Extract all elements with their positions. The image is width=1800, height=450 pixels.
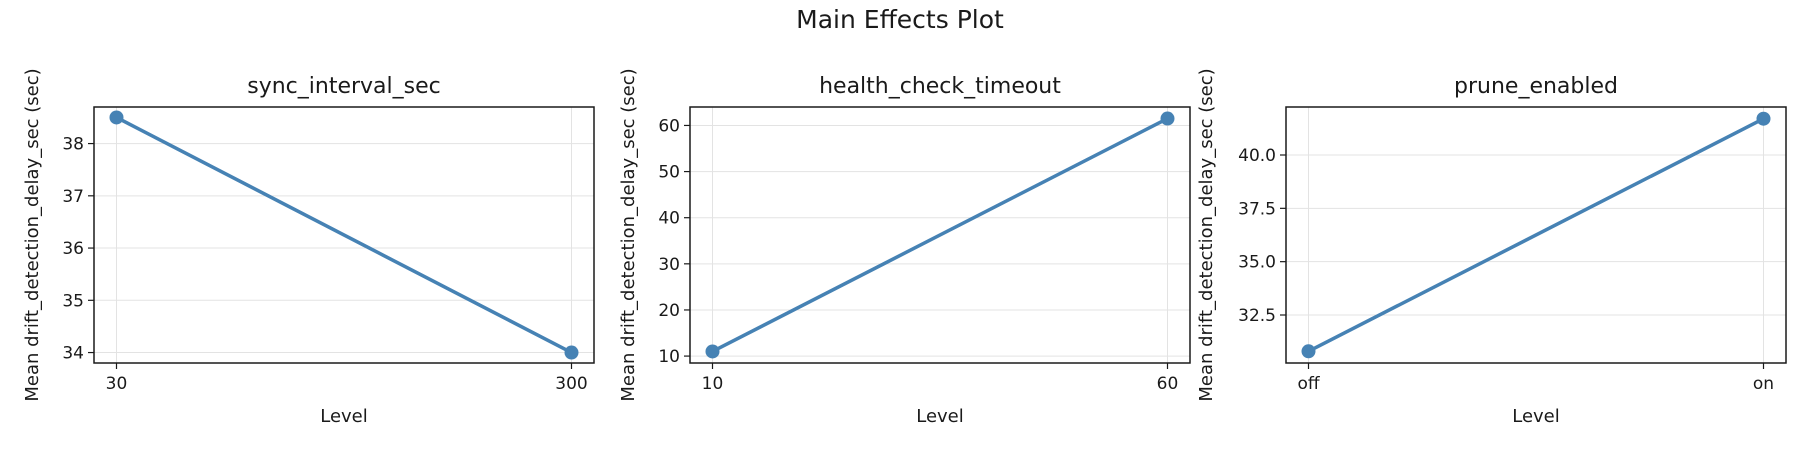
panel-title: sync_interval_sec — [247, 74, 441, 99]
y-axis-label: Mean drift_detection_delay_sec (sec) — [618, 68, 639, 401]
x-tick-label: 10 — [702, 374, 724, 394]
grid — [690, 107, 1190, 363]
grid — [1286, 107, 1786, 363]
y-tick-label: 34 — [62, 344, 84, 364]
y-tick-label: 37.5 — [1238, 199, 1276, 219]
y-tick-label: 30 — [658, 255, 680, 275]
series-line — [115, 115, 573, 355]
data-point — [109, 110, 124, 125]
panel-health-check-timeout: health_check_timeout Level Mean drift_de… — [618, 68, 1191, 427]
y-tick-label: 35 — [62, 291, 84, 311]
x-tick-label: 30 — [106, 374, 128, 394]
y-tick-label: 36 — [62, 239, 84, 259]
panel-sync-interval-sec: sync_interval_sec Level Mean drift_detec… — [22, 68, 595, 427]
axes-frame — [689, 106, 1191, 364]
y-axis-label: Mean drift_detection_delay_sec (sec) — [22, 68, 43, 401]
x-tick-label: 300 — [555, 374, 587, 394]
panel-title: prune_enabled — [1454, 74, 1618, 99]
y-axis-label: Mean drift_detection_delay_sec (sec) — [1196, 68, 1217, 401]
x-tick-label: 60 — [1157, 374, 1179, 394]
y-tick-label: 60 — [658, 116, 680, 136]
x-axis-label: Level — [1512, 406, 1560, 427]
data-point — [1301, 344, 1316, 359]
panel-prune-enabled: prune_enabled Level Mean drift_detection… — [1196, 68, 1787, 427]
y-tick-label: 20 — [658, 301, 680, 321]
x-tick-label: on — [1753, 374, 1774, 394]
panel-title: health_check_timeout — [819, 74, 1061, 99]
y-tick-label: 38 — [62, 135, 84, 155]
y-tick-label: 50 — [658, 163, 680, 183]
data-point — [1160, 111, 1175, 126]
data-point — [564, 345, 579, 360]
grid — [94, 107, 594, 363]
x-axis-label: Level — [320, 406, 368, 427]
axes-frame — [93, 106, 595, 364]
y-tick-label: 35.0 — [1238, 253, 1276, 273]
series-line — [1307, 117, 1765, 353]
y-tick-label: 37 — [62, 187, 84, 207]
y-tick-label: 40.0 — [1238, 146, 1276, 166]
x-tick-label: off — [1297, 374, 1320, 394]
data-point — [705, 344, 720, 359]
figure-title: Main Effects Plot — [796, 5, 1004, 34]
y-tick-label: 32.5 — [1238, 306, 1276, 326]
y-tick-label: 10 — [658, 347, 680, 367]
series-line — [711, 116, 1169, 354]
data-point — [1756, 111, 1771, 126]
axes-frame — [1285, 106, 1787, 364]
x-axis-label: Level — [916, 406, 964, 427]
y-tick-label: 40 — [658, 209, 680, 229]
